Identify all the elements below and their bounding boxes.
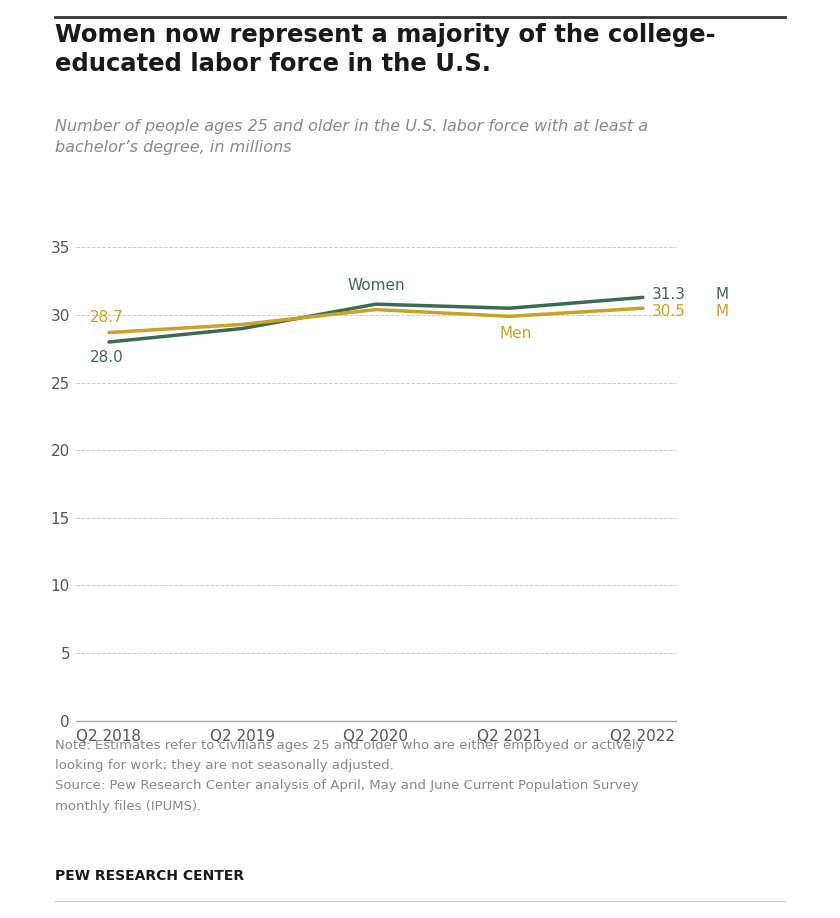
Text: Men: Men <box>500 327 533 341</box>
Text: Note: Estimates refer to civilians ages 25 and older who are either employed or : Note: Estimates refer to civilians ages … <box>55 739 643 752</box>
Text: 28.0: 28.0 <box>89 350 123 365</box>
Text: Number of people ages 25 and older in the U.S. labor force with at least a
bache: Number of people ages 25 and older in th… <box>55 119 648 155</box>
Text: Source: Pew Research Center analysis of April, May and June Current Population S: Source: Pew Research Center analysis of … <box>55 779 638 792</box>
Text: Women now represent a majority of the college-
educated labor force in the U.S.: Women now represent a majority of the co… <box>55 23 715 75</box>
Text: M: M <box>715 286 728 301</box>
Text: looking for work; they are not seasonally adjusted.: looking for work; they are not seasonall… <box>55 759 393 772</box>
Text: M: M <box>715 304 728 319</box>
Text: Women: Women <box>347 277 405 293</box>
Text: PEW RESEARCH CENTER: PEW RESEARCH CENTER <box>55 869 244 883</box>
Text: 30.5: 30.5 <box>652 304 686 319</box>
Text: monthly files (IPUMS).: monthly files (IPUMS). <box>55 800 201 812</box>
Text: 31.3: 31.3 <box>652 286 686 301</box>
Text: 28.7: 28.7 <box>89 310 123 325</box>
